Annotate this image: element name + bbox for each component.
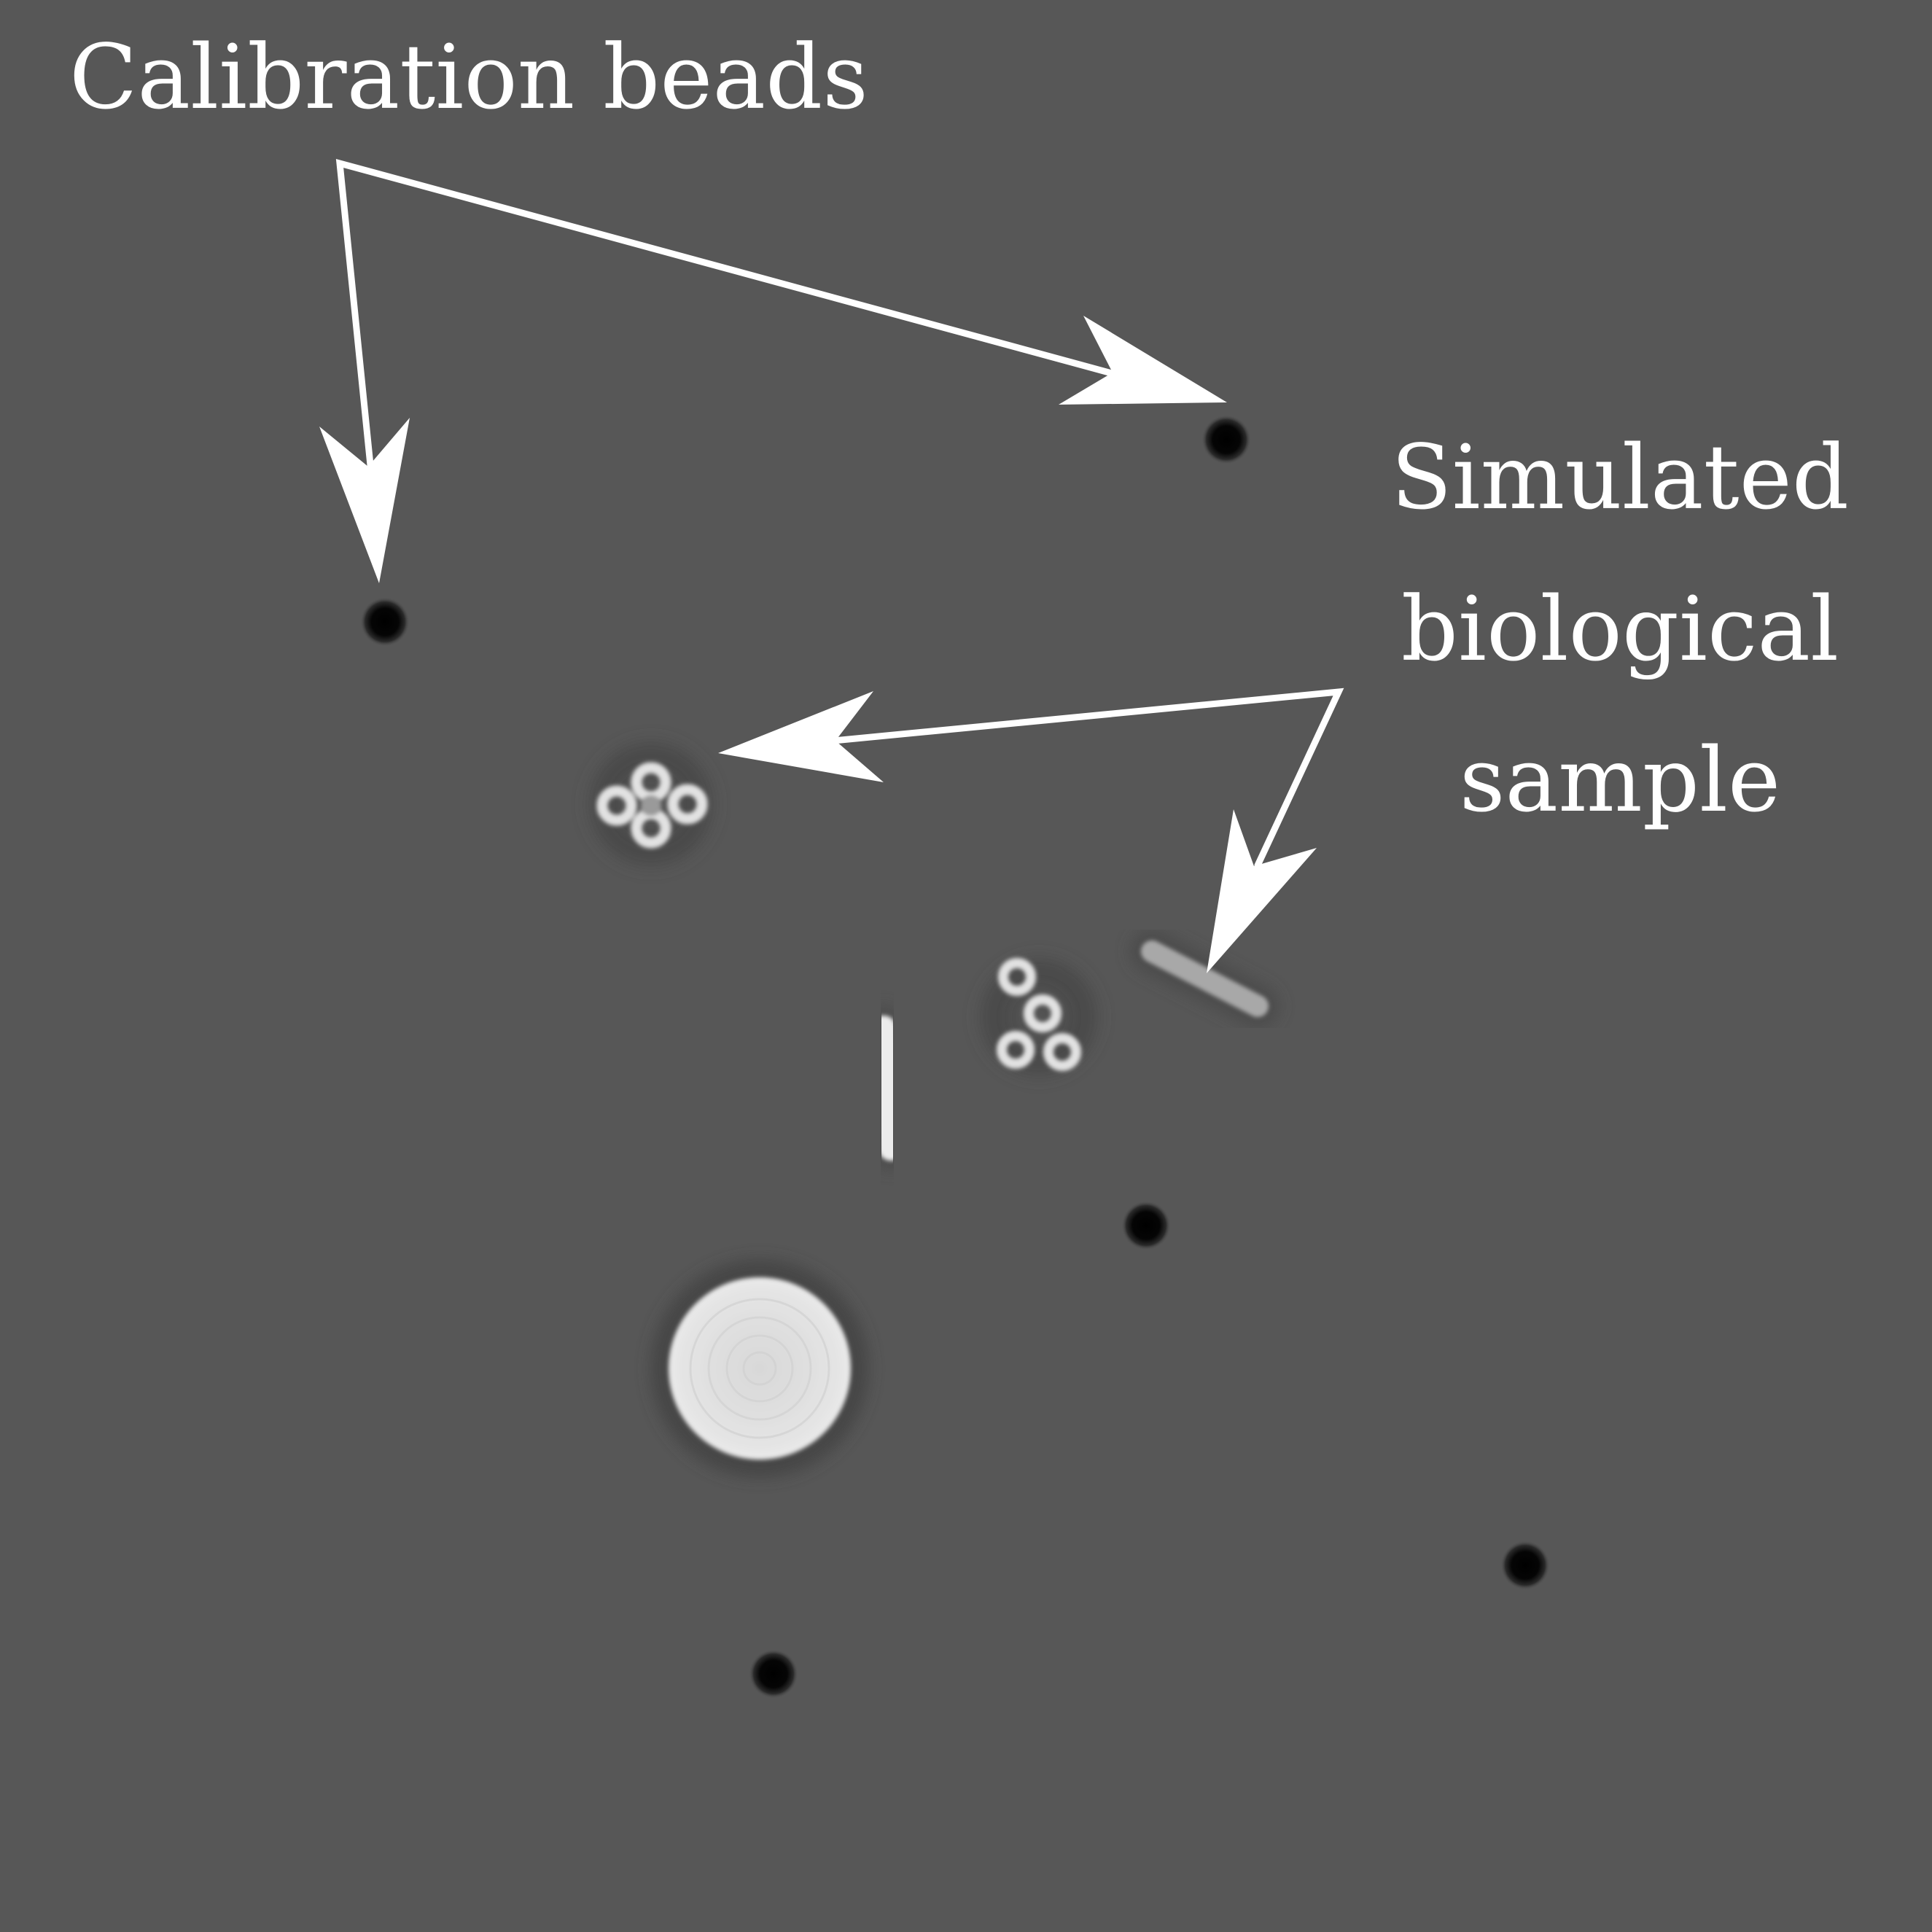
sample-large-disc <box>650 1259 869 1478</box>
calibration-bead <box>360 597 410 647</box>
calibration-bead <box>1500 1540 1550 1590</box>
sample-label-line2: biological <box>1401 577 1839 681</box>
calibration-bead <box>749 1649 798 1699</box>
arrow-head-icon <box>718 691 884 782</box>
calibration-beads <box>360 415 1550 1699</box>
biological-sample <box>582 735 1279 1478</box>
calibration-beads-arrow-shaft <box>335 158 1115 469</box>
calibration-bead <box>1201 415 1251 464</box>
sample-ring-cluster <box>582 735 720 873</box>
sample-rod-vertical <box>862 1006 913 1170</box>
sample-ring-triangle <box>973 951 1105 1083</box>
sample-label-line1: Simulated <box>1391 426 1849 529</box>
calibration-beads-arrows <box>319 158 1227 583</box>
sample-label-line3: sample <box>1460 728 1780 832</box>
sample-rod-diagonal <box>1130 930 1279 1028</box>
calibration-bead <box>1121 1201 1171 1250</box>
arrow-head-icon <box>1059 316 1227 405</box>
biological-sample-arrow-shaft <box>830 688 1344 869</box>
calibration-beads-label: Calibration beads <box>69 26 868 129</box>
arrow-head-icon <box>1207 809 1317 973</box>
biological-sample-arrows <box>718 688 1344 973</box>
arrow-head-icon <box>319 418 410 583</box>
